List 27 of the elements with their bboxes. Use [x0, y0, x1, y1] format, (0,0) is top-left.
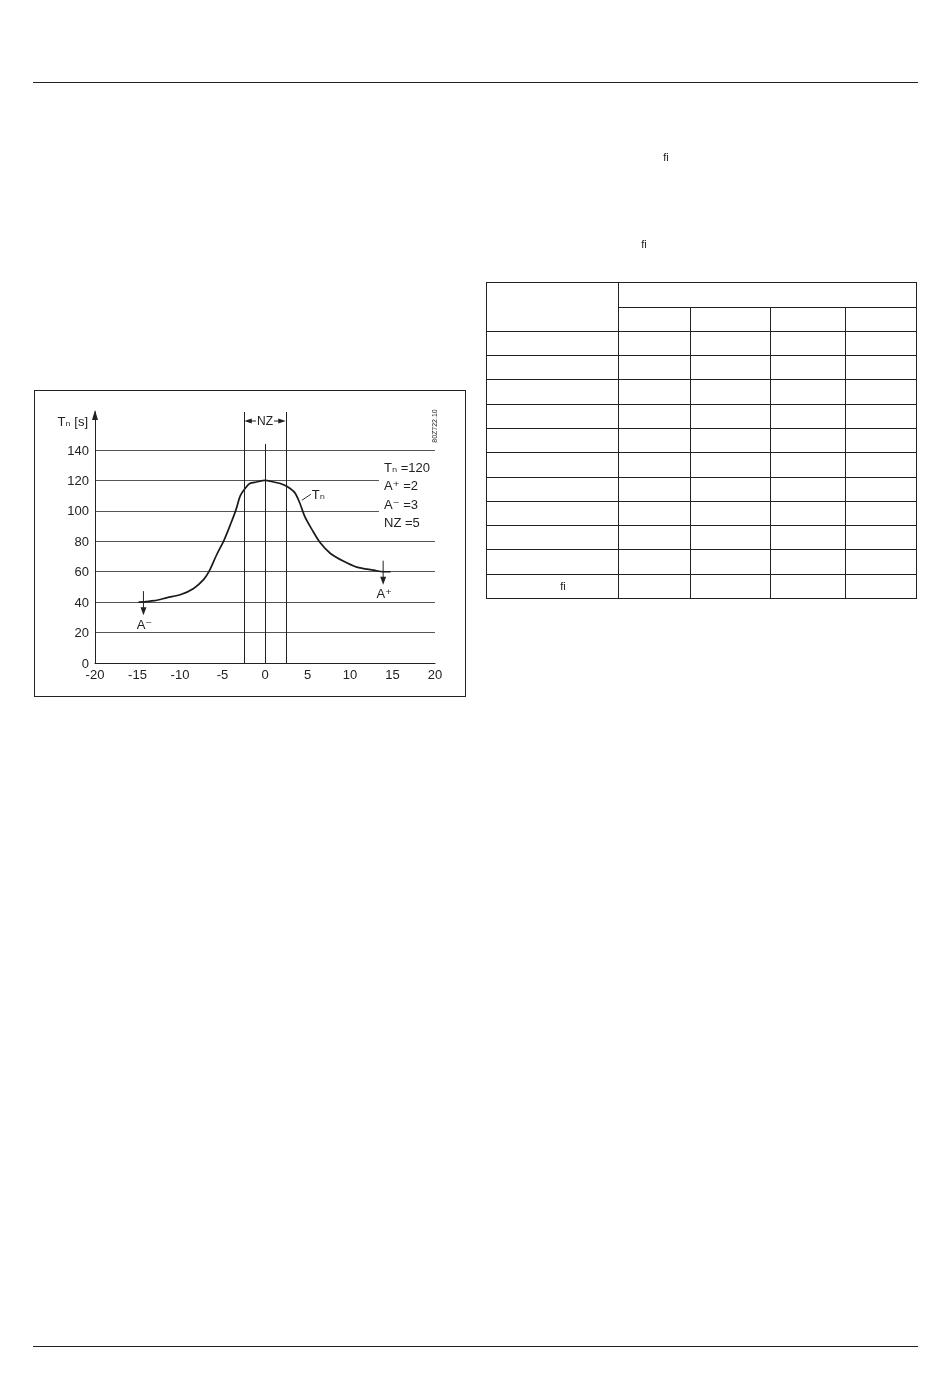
- x-tick-label: 5: [303, 667, 312, 682]
- x-tick-label: 15: [385, 667, 400, 682]
- text: ﬁ: [663, 151, 669, 163]
- annotation: NZ: [257, 414, 273, 428]
- annotation: Tₙ =120: [384, 459, 431, 475]
- annotation: A⁻ =3: [384, 496, 418, 512]
- y-tick-label: 80: [74, 533, 89, 549]
- x-tick-label: -15: [128, 667, 147, 682]
- y-tick-label: 20: [74, 625, 89, 641]
- x-tick-label: 20: [427, 667, 443, 682]
- annotation: A⁺ =2: [384, 478, 418, 494]
- x-tick-label: 0: [261, 667, 269, 682]
- text: ﬁ: [641, 238, 647, 250]
- legend-label: Tₙ: [311, 486, 325, 502]
- annotation: A⁺: [376, 586, 392, 602]
- y-tick-label: 100: [67, 503, 89, 519]
- y-tick-label: 60: [74, 564, 89, 580]
- x-tick-label: 10: [342, 667, 358, 682]
- y-tick-label: 140: [67, 442, 89, 458]
- y-tick-label: 40: [74, 594, 89, 610]
- x-tick-label: -10: [170, 667, 190, 682]
- y-tick-label: 120: [67, 472, 89, 488]
- y-axis-title: Tₙ [s]: [57, 413, 88, 429]
- text: ﬁ: [560, 580, 566, 592]
- annotation: A⁻: [136, 616, 153, 632]
- annotation: NZ =5: [384, 515, 420, 531]
- x-tick-label: -5: [216, 667, 229, 682]
